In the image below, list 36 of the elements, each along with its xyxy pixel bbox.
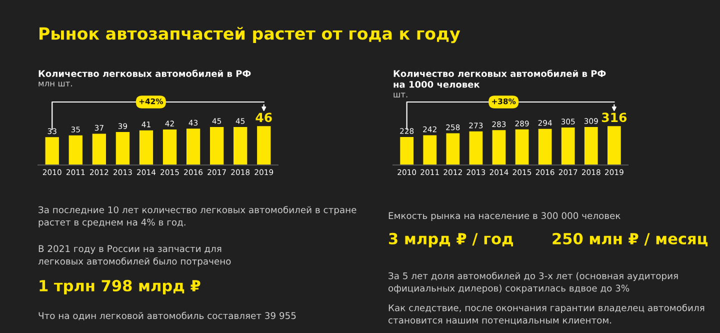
- bar: [92, 134, 106, 165]
- bar: [584, 126, 598, 165]
- text: В 2021 году в России на запчасти для легковых автомобилей было потрачено: [38, 245, 231, 266]
- bar: [423, 135, 437, 165]
- text: За 5 лет доля автомобилей до 3-х лет (основная аудитория официальных дилеров) сократилась вдвое до 3%: [388, 272, 678, 294]
- chart-subtitle: шт.: [394, 92, 408, 98]
- chart-title: Количество легковых автомобилей в РФ: [38, 70, 251, 77]
- text: 3 млрд ₽ / год: [389, 232, 514, 248]
- bar: [234, 126, 248, 165]
- chart-title: Количество легковых автомобилей в РФ на 1000 человек: [394, 70, 606, 88]
- text: 250 млн ₽ / месяц: [552, 232, 708, 246]
- bar: [162, 129, 177, 165]
- bar: [400, 136, 414, 165]
- data-label: 316: [602, 112, 627, 122]
- bar: [210, 126, 224, 165]
- bar: [139, 130, 154, 165]
- bar: [186, 128, 200, 165]
- bar: [68, 135, 82, 165]
- text: Рынок автозапчастей растет от года к году: [40, 26, 460, 44]
- bar: [116, 132, 130, 165]
- text: Что на один легковой автомобиль составляет 39 955: [38, 312, 296, 320]
- text: Емкость рынка на население в 300 000 человек: [388, 212, 620, 221]
- data-label: 46: [256, 112, 272, 122]
- bar: [515, 129, 529, 165]
- text: Как следствие, после окончания гарантии владелец автомобиля становится нашим потенциальным клиентом.: [388, 304, 704, 325]
- bar: [446, 133, 460, 165]
- bar: [538, 128, 552, 165]
- chart-subtitle: млн шт.: [38, 82, 72, 86]
- bar: [257, 126, 271, 165]
- bar: [45, 137, 59, 165]
- bar: [469, 131, 483, 165]
- text: За последние 10 лет количество легковых автомобилей в стране растет в среднем на 4% в год.: [38, 206, 356, 228]
- text: 1 трлн 798 млрд ₽: [40, 280, 200, 294]
- bar: [492, 130, 506, 165]
- bar: [607, 126, 621, 165]
- bar: [561, 127, 575, 165]
